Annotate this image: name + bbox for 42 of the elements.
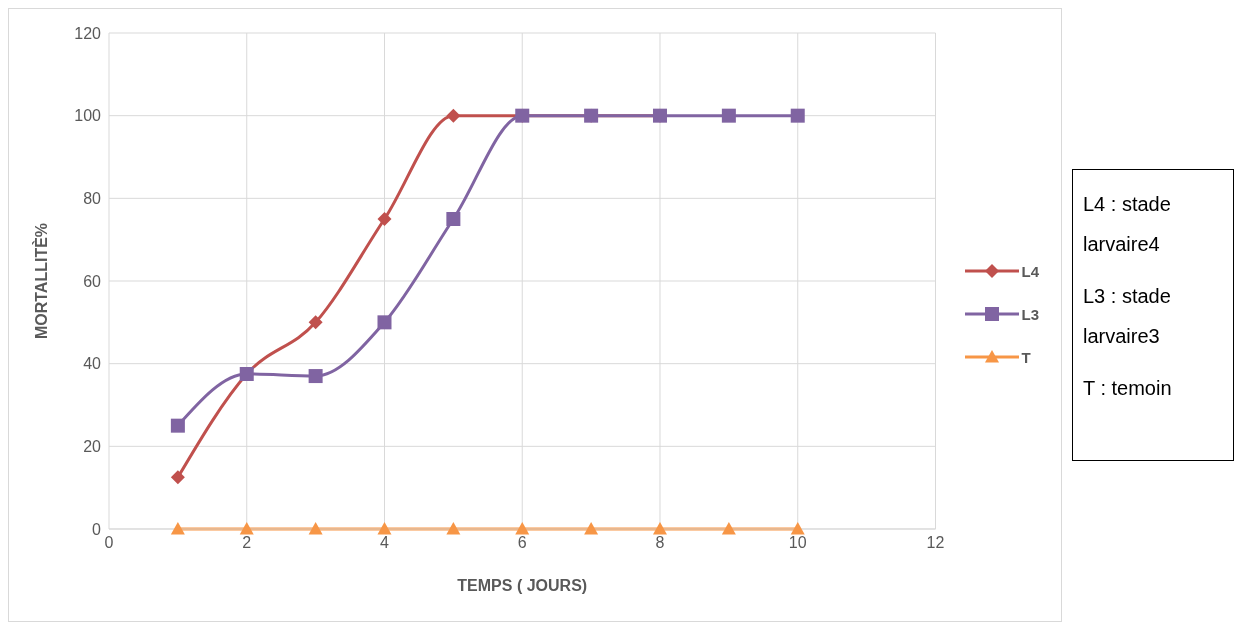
point [446,212,461,226]
point [308,522,323,535]
legend-label: T [1021,348,1031,366]
point [170,522,185,535]
text: T : temoin [1083,376,1173,401]
x-tick-label: 8 [655,534,665,552]
y-tick-label: 80 [83,190,102,208]
text: L3 : stade larvaire3 [1083,284,1172,349]
legend-label: L4 [1021,262,1039,280]
point [308,369,323,384]
point [377,212,392,226]
x-axis-title: TEMPS ( JOURS) [457,577,588,594]
point [652,522,667,535]
point [790,108,805,123]
x-tick-label: 2 [242,534,252,552]
point [170,470,185,485]
point [721,522,736,535]
point [721,108,736,123]
x-tick-label: 6 [517,534,527,552]
legend-label: L3 [1021,305,1039,323]
y-tick-label: 100 [74,107,102,125]
point [170,418,185,433]
point [446,108,461,123]
point [377,522,392,535]
x-tick-label: 0 [104,534,114,552]
y-axis-title: MORTALLITÈ% [31,222,50,340]
y-tick-label: 0 [92,520,102,538]
y-tick-label: 40 [83,355,102,373]
point [584,522,599,535]
point [239,522,254,535]
point [446,522,461,535]
x-tick-label: 4 [380,534,390,552]
y-tick-label: 60 [83,272,102,290]
point [377,315,392,330]
point [308,315,323,330]
point [790,522,805,535]
y-tick-label: 20 [83,438,102,456]
y-tick-label: 120 [74,24,102,42]
x-tick-label: 10 [788,534,807,552]
point [515,522,530,535]
x-tick-label: 12 [926,534,945,552]
text: L4 : stade larvaire4 [1083,192,1172,257]
